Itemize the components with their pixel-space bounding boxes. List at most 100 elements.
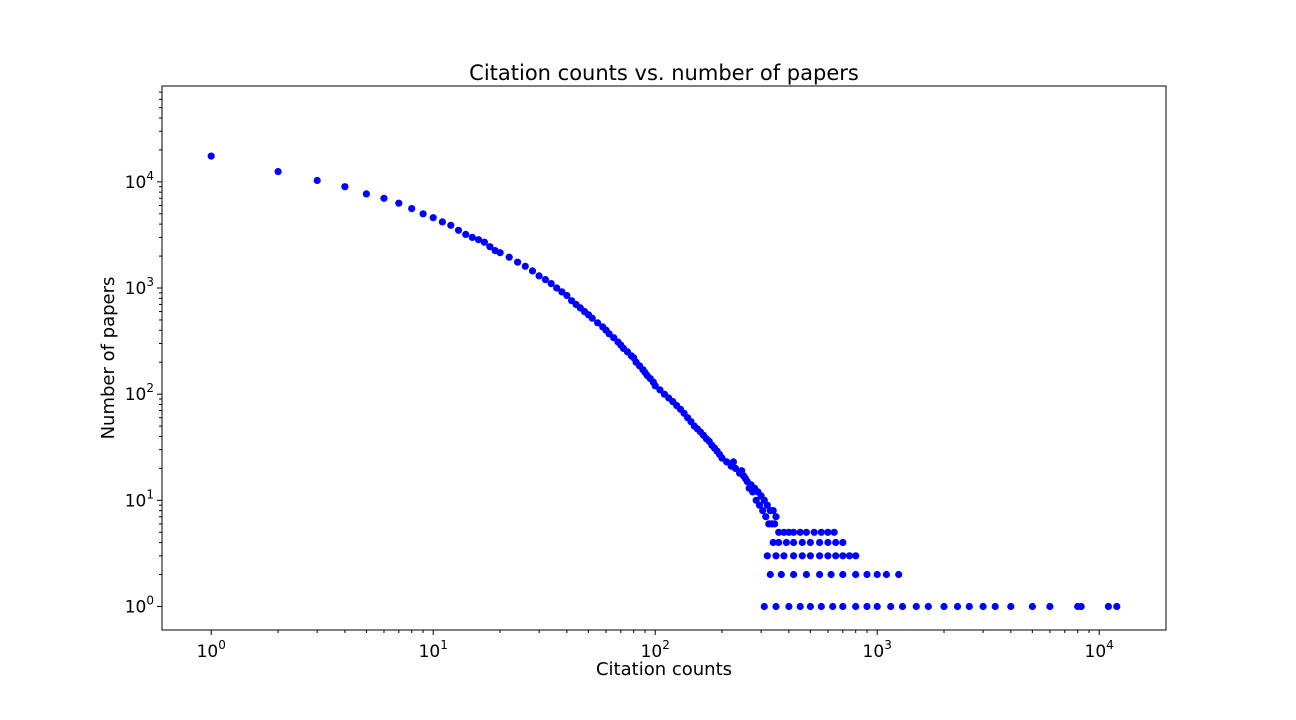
data-point: [790, 552, 798, 560]
data-point: [594, 319, 602, 327]
data-point: [454, 226, 463, 234]
data-point: [790, 570, 798, 579]
x-tick-label: 100: [197, 638, 226, 662]
data-point: [953, 602, 962, 611]
data-point: [563, 291, 571, 300]
data-point: [766, 570, 774, 579]
data-point: [380, 194, 388, 202]
data-point: [775, 528, 783, 536]
y-tick-label: 104: [125, 169, 154, 193]
data-point: [419, 210, 427, 218]
data-point: [341, 183, 349, 191]
data-point: [775, 538, 783, 547]
data-point: [806, 602, 815, 611]
data-point: [802, 528, 811, 536]
data-point: [782, 538, 791, 547]
data-point: [505, 253, 513, 261]
data-point: [760, 602, 768, 611]
data-point: [882, 570, 891, 579]
data-point: [824, 528, 832, 536]
data-point: [824, 538, 832, 547]
y-tick-label: 102: [125, 381, 154, 405]
x-tick-label: 104: [1085, 638, 1114, 662]
data-point: [839, 538, 847, 547]
data-point: [438, 218, 446, 226]
x-axis-label: Citation counts: [596, 659, 732, 680]
data-point: [486, 243, 494, 251]
data-point: [863, 570, 871, 579]
data-point: [873, 570, 881, 579]
y-tick-label: 100: [125, 593, 154, 617]
data-point: [852, 570, 860, 579]
data-point: [785, 602, 793, 611]
data-point: [839, 570, 847, 579]
data-point: [1077, 602, 1085, 611]
data-point: [829, 602, 837, 611]
y-axis-ticks: 100 101 102 103 104: [125, 91, 162, 617]
data-point: [790, 538, 798, 547]
data-point: [863, 602, 871, 611]
data-point: [547, 280, 555, 288]
data-point: [772, 602, 780, 611]
data-point: [796, 528, 804, 536]
data-point: [541, 276, 550, 284]
data-point: [1104, 602, 1112, 611]
data-point: [729, 458, 738, 466]
y-tick-label: 103: [125, 275, 154, 299]
data-point: [830, 528, 838, 536]
data-point: [940, 602, 948, 611]
data-point: [816, 552, 824, 560]
data-point: [839, 552, 847, 560]
data-point: [832, 552, 840, 560]
data-point: [429, 214, 437, 222]
data-point: [796, 602, 804, 611]
data-point: [528, 267, 537, 275]
y-axis-label: Number of papers: [98, 277, 119, 440]
data-point: [790, 528, 798, 536]
data-point: [1028, 602, 1036, 611]
data-point: [806, 538, 815, 547]
data-point: [731, 464, 740, 472]
data-point: [924, 602, 932, 611]
data-point: [810, 528, 818, 536]
data-point: [749, 488, 757, 496]
data-point: [558, 288, 566, 296]
data-point: [763, 552, 771, 560]
data-point: [895, 570, 903, 579]
data-point: [772, 552, 780, 560]
x-axis-ticks: 100 101 102 103 104: [197, 630, 1114, 662]
data-point: [395, 199, 403, 207]
x-tick-label: 102: [641, 638, 670, 662]
data-point: [755, 501, 764, 509]
data-point: [762, 513, 770, 521]
data-point: [873, 602, 881, 611]
data-point: [769, 507, 777, 515]
data-point: [777, 570, 785, 579]
data-point: [521, 262, 529, 270]
data-point: [827, 570, 835, 579]
chart-title: Citation counts vs. number of papers: [469, 61, 859, 85]
x-tick-label: 103: [863, 638, 892, 662]
data-point: [408, 205, 416, 213]
data-point: [780, 528, 788, 536]
data-point: [738, 467, 746, 475]
data-point: [480, 238, 488, 246]
data-point: [496, 249, 504, 257]
data-point: [514, 258, 522, 266]
data-point: [887, 602, 895, 611]
data-point: [991, 602, 999, 611]
data-point: [553, 284, 561, 292]
data-point: [759, 507, 767, 515]
data-point: [741, 475, 750, 483]
data-point: [447, 221, 455, 229]
data-point: [898, 602, 907, 611]
data-points: [207, 152, 1121, 611]
data-point: [1113, 602, 1121, 611]
data-point: [535, 272, 543, 280]
data-point: [817, 602, 825, 611]
data-point: [656, 386, 664, 394]
data-point: [852, 552, 860, 560]
data-point: [912, 602, 920, 611]
data-point: [816, 570, 824, 579]
